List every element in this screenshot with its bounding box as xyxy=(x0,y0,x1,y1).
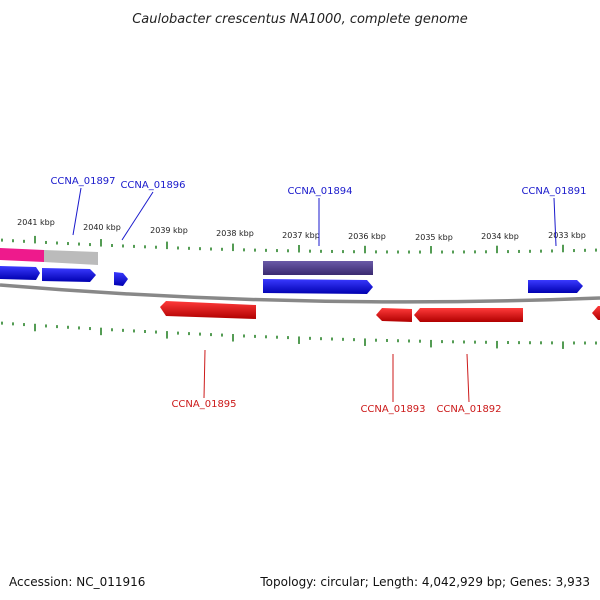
scale-label-2037: 2037 kbp xyxy=(282,231,320,240)
scale-label-2033: 2033 kbp xyxy=(548,231,586,240)
forward-gene-ccna-01896[interactable] xyxy=(114,272,128,286)
forward-gene-1[interactable] xyxy=(0,266,40,280)
gene-label-ccna-01897[interactable]: CCNA_01897 xyxy=(50,176,115,187)
gene-label-ccna-01892[interactable]: CCNA_01892 xyxy=(436,404,501,415)
leader-ccna-01895 xyxy=(203,349,206,399)
gene-labels: CCNA_01897 CCNA_01896 CCNA_01894 CCNA_01… xyxy=(50,176,586,415)
forward-gene-ccna-01894[interactable] xyxy=(263,279,373,294)
scale-label-2035: 2035 kbp xyxy=(415,233,453,242)
scale-label-2040: 2040 kbp xyxy=(83,223,121,232)
genome-summary-text: Topology: circular; Length: 4,042,929 bp… xyxy=(259,575,590,589)
genome-backbone xyxy=(0,283,600,304)
feature-track xyxy=(0,248,373,275)
gene-label-ccna-01895[interactable]: CCNA_01895 xyxy=(171,399,236,410)
reverse-gene-ccna-01892[interactable] xyxy=(414,308,523,322)
leader-ccna-01897 xyxy=(72,187,82,236)
scale-labels: 2041 kbp 2040 kbp 2039 kbp 2038 kbp 2037… xyxy=(17,218,586,242)
reverse-gene-ccna-01893[interactable] xyxy=(376,308,412,322)
leader-ccna-01896 xyxy=(121,191,154,241)
gene-label-ccna-01893[interactable]: CCNA_01893 xyxy=(360,404,425,415)
leader-ccna-01892 xyxy=(466,353,470,403)
reverse-gene-ccna-01895[interactable] xyxy=(160,301,256,319)
accession-text: Accession: NC_011916 xyxy=(9,575,145,589)
forward-gene-ccna-01891[interactable] xyxy=(528,280,583,293)
leader-ccna-01891 xyxy=(553,197,557,247)
scale-label-2041: 2041 kbp xyxy=(17,218,55,227)
forward-gene-ccna-01897[interactable] xyxy=(42,268,96,282)
purple-feature[interactable] xyxy=(263,261,373,275)
gene-label-ccna-01891[interactable]: CCNA_01891 xyxy=(521,186,586,197)
reverse-gene-edge[interactable] xyxy=(592,306,600,320)
gene-label-ccna-01894[interactable]: CCNA_01894 xyxy=(287,186,352,197)
scale-ticks xyxy=(1,235,597,349)
map-title: Caulobacter crescentus NA1000, complete … xyxy=(132,12,468,27)
gene-label-ccna-01896[interactable]: CCNA_01896 xyxy=(120,180,185,191)
grey-feature[interactable] xyxy=(44,250,98,265)
pink-feature[interactable] xyxy=(0,248,44,262)
scale-label-2034: 2034 kbp xyxy=(481,232,519,241)
scale-label-2039: 2039 kbp xyxy=(150,226,188,235)
scale-label-2038: 2038 kbp xyxy=(216,229,254,238)
scale-label-2036: 2036 kbp xyxy=(348,232,386,241)
forward-genes xyxy=(0,266,583,294)
label-leaders xyxy=(72,187,557,403)
reverse-genes xyxy=(160,301,600,322)
